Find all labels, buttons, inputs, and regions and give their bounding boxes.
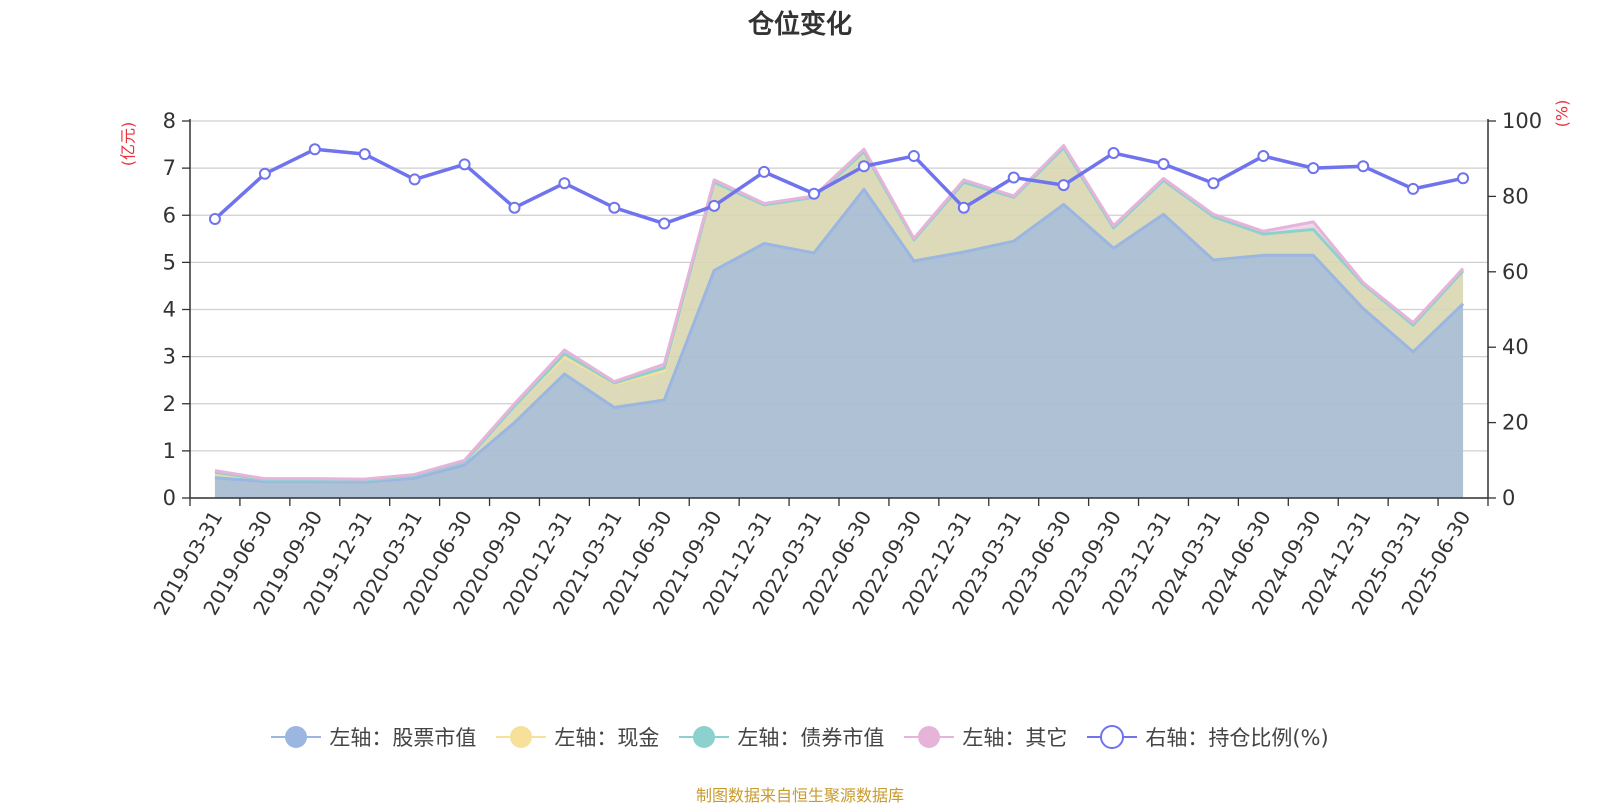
legend-item[interactable]: 左轴：其它: [904, 722, 1067, 752]
legend-marker-icon: [904, 726, 955, 748]
chart-title: 仓位变化: [747, 10, 852, 40]
legend-label: 左轴：现金: [554, 726, 660, 750]
ratio-point: [907, 150, 920, 163]
left-axis-tick-label: 4: [163, 298, 176, 322]
legend-marker-icon: [1087, 725, 1138, 749]
left-axis-tick-label: 1: [163, 439, 176, 463]
ratio-point: [1207, 177, 1220, 190]
ratio-point: [508, 201, 521, 214]
legend-label: 右轴：持仓比例(%): [1145, 726, 1329, 750]
ratio-point: [1007, 171, 1020, 184]
legend-item[interactable]: 左轴：现金: [496, 722, 659, 752]
left-axis-tick-label: 2: [163, 392, 176, 416]
line-ratio: [213, 147, 1464, 226]
legend-label: 左轴：其它: [962, 726, 1068, 750]
ratio-point: [1107, 147, 1120, 160]
ratio-point: [608, 201, 621, 214]
legend-item[interactable]: 左轴：股票市值: [271, 722, 476, 752]
ratio-point: [1057, 179, 1070, 192]
legend-label: 左轴：股票市值: [329, 726, 477, 750]
legend: 左轴：股票市值 左轴：现金 左轴：债券市值 左轴：其它 右轴：持仓比例(%): [0, 722, 1600, 752]
ratio-point: [308, 143, 321, 156]
legend-marker-icon: [271, 726, 322, 748]
ratio-point: [758, 165, 771, 178]
ratio-point: [1307, 162, 1320, 175]
source-footer: 制图数据来自恒生聚源数据库: [695, 786, 904, 805]
line-other: [214, 144, 1465, 481]
ratio-point: [1157, 157, 1170, 170]
ratio-point: [658, 217, 671, 230]
legend-label: 左轴：债券市值: [737, 726, 885, 750]
right-axis-tick-label: 100: [1502, 109, 1542, 133]
right-axis-tick-label: 40: [1502, 335, 1529, 359]
ratio-point: [1407, 182, 1420, 195]
ratio-point: [957, 201, 970, 214]
left-axis-tick-label: 6: [163, 203, 176, 227]
ratio-point: [1457, 172, 1470, 185]
ratio-point: [558, 177, 571, 190]
right-axis-tick-label: 20: [1502, 411, 1529, 435]
ratio-point: [358, 148, 371, 161]
ratio-point: [208, 213, 221, 226]
left-axis-tick-label: 8: [163, 109, 176, 133]
ratio-point: [1257, 150, 1270, 163]
ratio-point: [808, 187, 821, 200]
legend-item[interactable]: 左轴：债券市值: [679, 722, 884, 752]
ratio-point: [458, 158, 471, 171]
ratio-point: [857, 160, 870, 173]
left-axis-tick-label: 7: [163, 156, 176, 180]
ratio-point: [258, 167, 271, 180]
left-axis-tick-label: 3: [163, 345, 176, 369]
left-axis-tick-label: 0: [163, 486, 176, 510]
right-axis-tick-label: 60: [1502, 260, 1529, 284]
left-axis-tick-label: 5: [163, 250, 176, 274]
ratio-point: [708, 199, 721, 212]
ratio-point: [408, 173, 421, 186]
area-stock: [214, 189, 1464, 499]
ratio-point: [1357, 160, 1370, 173]
legend-item[interactable]: 右轴：持仓比例(%): [1087, 722, 1329, 752]
right-axis-tick-label: 80: [1502, 184, 1529, 208]
line-stock: [214, 187, 1465, 484]
legend-marker-icon: [496, 726, 547, 748]
legend-marker-icon: [679, 726, 730, 748]
right-axis-tick-label: 0: [1502, 486, 1515, 510]
